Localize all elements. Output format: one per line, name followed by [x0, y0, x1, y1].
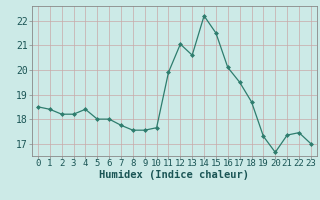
X-axis label: Humidex (Indice chaleur): Humidex (Indice chaleur): [100, 170, 249, 180]
